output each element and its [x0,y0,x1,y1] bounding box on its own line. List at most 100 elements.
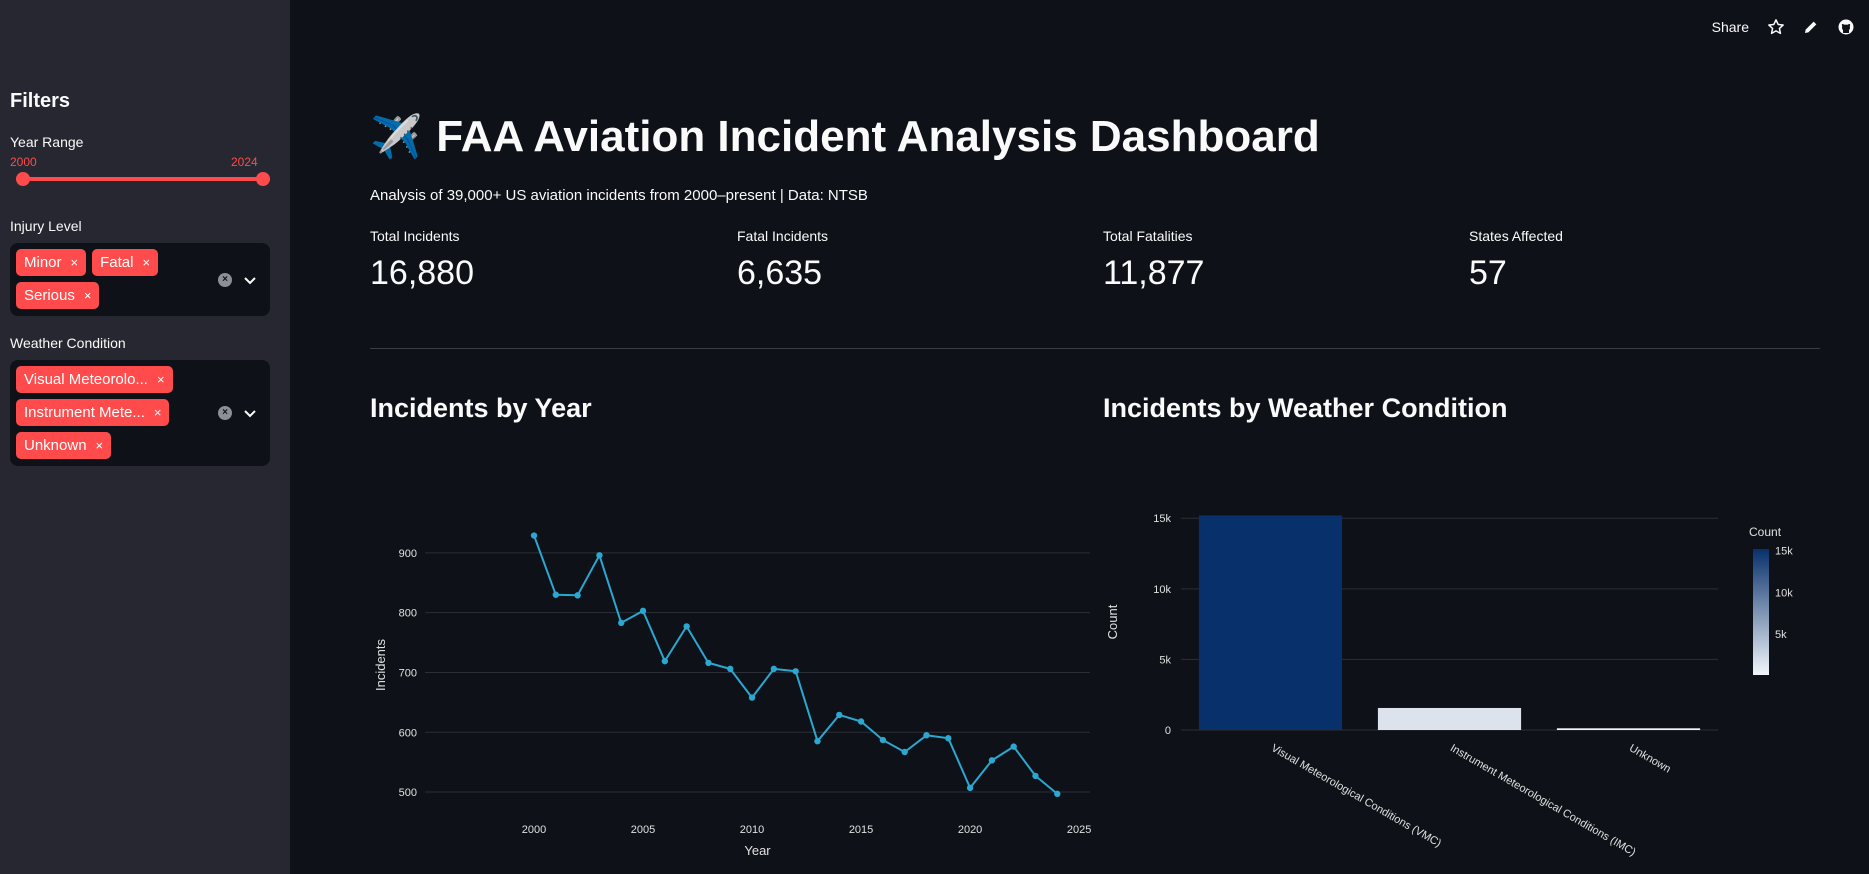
colorbar [1753,549,1769,675]
x-tick-label: Visual Meteorological Conditions (VMC) [1269,742,1443,850]
incidents-by-weather-chart: 0 5k 10k 15k Visual Meteorological Condition… [1105,513,1793,858]
chevron-down-icon[interactable] [242,405,258,421]
section-title-year: Incidents by Year [370,393,592,423]
tag-weather-imc[interactable]: Instrument Mete... × [16,399,170,426]
colorbar-tick-label: 15k [1775,546,1793,558]
x-tick-label: 2020 [958,824,982,836]
x-tick-label: 2025 [1067,824,1091,836]
y-tick-label: 800 [399,608,417,620]
close-icon[interactable]: × [153,405,162,420]
y-tick-label: 700 [399,667,417,679]
data-point [1010,743,1017,750]
metric-total-fatalities: Total Fatalities 11,877 [1103,228,1204,293]
share-button[interactable]: Share [1711,19,1749,35]
close-icon[interactable]: × [83,288,92,303]
year-range-slider[interactable] [16,172,270,186]
sidebar: Filters Year Range 2000 2024 Injury Leve… [0,0,290,874]
data-point [988,757,996,764]
data-point [966,784,974,792]
data-point [770,665,778,673]
metric-label: Total Incidents [370,228,460,244]
metric-label: States Affected [1469,228,1563,244]
metric-total-incidents: Total Incidents 16,880 [370,228,474,293]
x-tick-label: 2005 [631,824,655,836]
y-tick-label: 15k [1153,513,1171,525]
data-point [879,736,887,744]
bar [1377,707,1522,730]
data-point [814,738,821,745]
year-range-min-value: 2000 [10,155,37,169]
injury-level-multiselect[interactable]: Minor × Fatal × Serious × × [10,243,270,316]
divider [370,348,1820,349]
data-point [639,607,647,615]
data-point [1054,790,1061,798]
data-point [945,735,952,742]
colorbar-title: Count [1749,525,1782,539]
x-tick-label: Unknown [1627,742,1673,775]
y-axis-label: Incidents [373,638,388,691]
tag-label: Minor [24,254,62,271]
series-line [533,535,1058,795]
airplane-icon: ✈️ [370,112,423,160]
year-range-max-value: 2024 [231,155,258,169]
year-range-thumb-high[interactable] [256,172,270,186]
y-tick-label: 500 [399,787,417,799]
clear-icon[interactable]: × [218,406,232,420]
pencil-icon[interactable] [1803,19,1819,35]
data-point [596,552,603,559]
tag-weather-vmc[interactable]: Visual Meteorolo... × [16,366,173,393]
metric-value: 16,880 [370,254,474,292]
data-point [574,592,581,599]
page-title-text: FAA Aviation Incident Analysis Dashboard [436,112,1320,161]
metric-value: 11,877 [1103,254,1205,292]
data-point [901,748,908,756]
tag-injury-minor[interactable]: Minor × [16,249,87,276]
data-point [705,659,712,667]
data-point [683,623,690,630]
section-title-weather: Incidents by Weather Condition [1103,393,1508,423]
data-point [530,532,538,539]
metric-fatal-incidents: Fatal Incidents 6,635 [737,228,828,293]
y-tick-label: 0 [1165,725,1171,737]
bar [1198,515,1343,730]
metric-label: Fatal Incidents [737,228,829,244]
x-tick-label: Instrument Meteorological Conditions (IM… [1448,742,1638,858]
tag-weather-unknown[interactable]: Unknown × [16,432,112,459]
y-axis-label: Count [1105,604,1120,639]
data-point [836,711,843,719]
clear-icon[interactable]: × [218,272,232,287]
close-icon[interactable]: × [70,255,79,270]
close-icon[interactable]: × [156,372,165,387]
data-point [748,694,756,701]
y-tick-label: 5k [1159,654,1171,666]
tag-injury-fatal[interactable]: Fatal × [92,249,159,276]
weather-condition-multiselect[interactable]: Visual Meteorolo... × Instrument Mete... ×… [10,360,270,466]
injury-level-label: Injury Level [10,218,82,234]
page-title: ✈️ FAA Aviation Incident Analysis Dashbo… [370,112,1320,162]
year-range-fill [16,177,270,181]
y-tick-label: 600 [399,727,417,739]
tag-label: Instrument Mete... [24,404,145,421]
data-point [923,732,930,739]
metric-value: 57 [1469,254,1507,292]
y-tick-label: 10k [1153,584,1171,596]
star-icon[interactable] [1767,18,1785,36]
github-icon[interactable] [1837,18,1855,36]
weather-condition-label: Weather Condition [10,335,126,351]
close-icon[interactable]: × [95,438,104,453]
close-icon[interactable]: × [142,255,151,270]
chevron-down-icon[interactable] [242,272,258,288]
tag-label: Fatal [100,254,134,271]
x-tick-label: 2015 [849,824,873,836]
toolbar: Share [1712,18,1855,36]
colorbar-tick-label: 5k [1775,629,1787,641]
tag-label: Visual Meteorolo... [24,371,148,388]
incidents-by-year-chart: 500 600 700 800 900 2000 2005 2010 2015 2020 2025 Y… [373,532,1091,858]
metric-value: 6,635 [737,254,823,292]
data-point [618,619,625,627]
year-range-thumb-low[interactable] [16,172,30,186]
data-point [661,657,669,665]
year-range-label: Year Range [10,134,84,150]
tag-injury-serious[interactable]: Serious × [16,282,100,309]
tag-label: Unknown [24,437,87,454]
